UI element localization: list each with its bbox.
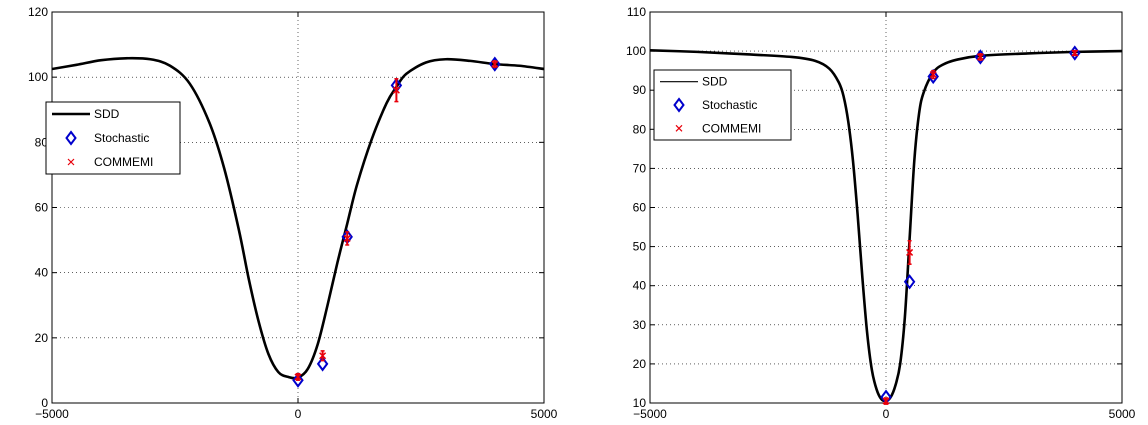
y-tick-label: 30 xyxy=(633,318,647,332)
y-tick-label: 80 xyxy=(35,135,49,149)
stochastic-point xyxy=(903,274,916,290)
y-tick-label: 60 xyxy=(35,201,49,215)
legend-label: SDD xyxy=(702,75,728,89)
y-tick-label: 50 xyxy=(633,240,647,254)
x-tick-label: −5000 xyxy=(35,407,69,421)
commemi-point xyxy=(343,234,351,242)
commemi-point xyxy=(1071,49,1079,57)
x-tick-label: 5000 xyxy=(1109,407,1136,421)
commemi-point xyxy=(392,86,400,94)
y-tick-label: 40 xyxy=(633,279,647,293)
legend-label: Stochastic xyxy=(702,98,757,112)
legend-marker-commemi xyxy=(67,158,75,166)
commemi-point xyxy=(319,352,327,360)
series-line-sdd xyxy=(52,56,544,380)
y-tick-label: 40 xyxy=(35,266,49,280)
y-tick-label: 0 xyxy=(41,396,48,410)
commemi-point xyxy=(906,248,914,256)
y-tick-label: 110 xyxy=(627,5,646,19)
legend-label: COMMEMI xyxy=(702,121,761,135)
x-tick-label: 0 xyxy=(295,407,302,421)
y-tick-label: 20 xyxy=(633,357,647,371)
x-tick-label: 0 xyxy=(883,407,890,421)
y-tick-label: 70 xyxy=(633,161,647,175)
chart-2: −5000 0 5000 10 20 30 40 50 60 70 80 90 100 110 SDD Sto… xyxy=(626,5,1136,421)
legend-marker-commemi xyxy=(675,124,683,132)
chart-1: −5000 0 5000020406080100120SDDStochasticCO… xyxy=(28,5,558,421)
y-tick-label: 80 xyxy=(633,122,647,136)
y-tick-label: 10 xyxy=(633,396,647,410)
y-tick-label: 20 xyxy=(35,331,49,345)
y-tick-label: 100 xyxy=(28,70,48,84)
legend-label: COMMEMI xyxy=(94,155,153,169)
commemi-point xyxy=(976,53,984,61)
stochastic-point xyxy=(927,68,939,85)
y-tick-label: 60 xyxy=(633,201,647,215)
legend-label: Stochastic xyxy=(94,131,149,145)
y-tick-label: 120 xyxy=(28,5,48,19)
y-tick-label: 90 xyxy=(633,83,647,97)
commemi-point xyxy=(294,373,302,381)
legend-marker-stochastic xyxy=(673,97,685,113)
commemi-point xyxy=(491,60,499,68)
y-tick-label: 100 xyxy=(626,44,646,58)
legend-marker-stochastic xyxy=(65,130,77,146)
x-tick-label: 5000 xyxy=(531,407,558,421)
x-tick-label: −5000 xyxy=(633,407,667,421)
plot-area xyxy=(52,12,544,403)
stochastic-point xyxy=(316,356,329,372)
commemi-point xyxy=(882,397,890,405)
stochastic-point xyxy=(292,372,304,388)
legend-label: SDD xyxy=(94,107,120,121)
commemi-point xyxy=(929,71,937,79)
